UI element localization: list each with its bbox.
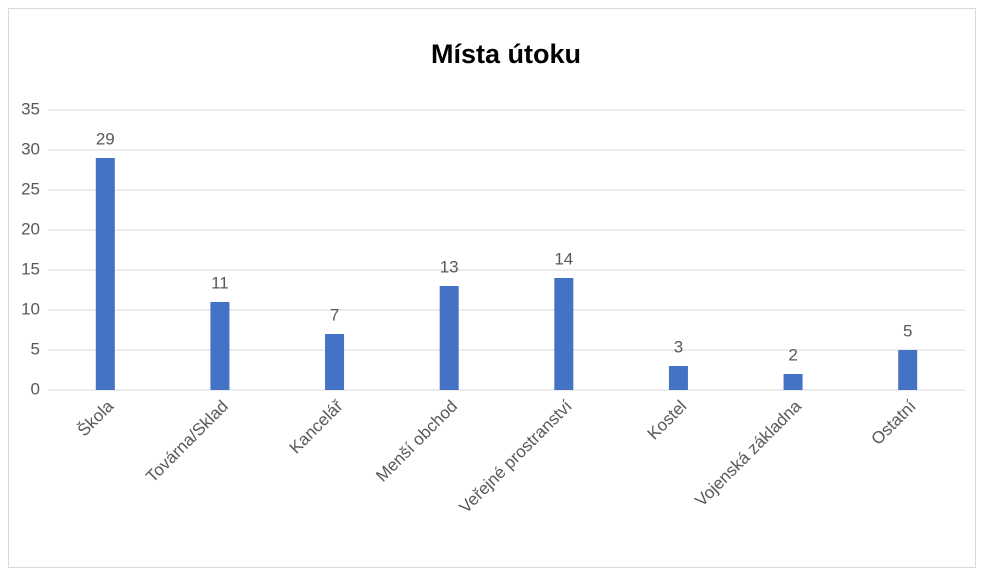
y-tick-label: 10: [21, 299, 40, 318]
data-label: 7: [330, 305, 339, 324]
bar: [898, 350, 918, 390]
y-tick-label: 0: [31, 379, 40, 398]
bar: [210, 302, 230, 390]
y-tick-label: 30: [21, 139, 40, 158]
data-label: 5: [903, 321, 912, 340]
data-label: 13: [440, 257, 459, 276]
data-label: 2: [788, 345, 797, 364]
bar: [439, 286, 459, 390]
y-tick-label: 35: [21, 99, 40, 118]
y-tick-label: 5: [31, 339, 40, 358]
data-label: 14: [554, 249, 573, 268]
y-tick-label: 20: [21, 219, 40, 238]
bar: [325, 334, 345, 390]
bar: [783, 374, 803, 390]
bar: [554, 278, 574, 390]
y-tick-label: 15: [21, 259, 40, 278]
data-label: 11: [211, 273, 229, 292]
y-tick-label: 25: [21, 179, 40, 198]
bar: [668, 366, 688, 390]
chart-title: Místa útoku: [431, 39, 581, 69]
chart-border: [8, 8, 976, 568]
data-label: 3: [674, 337, 683, 356]
data-label: 29: [96, 129, 115, 148]
bar: [95, 158, 115, 390]
